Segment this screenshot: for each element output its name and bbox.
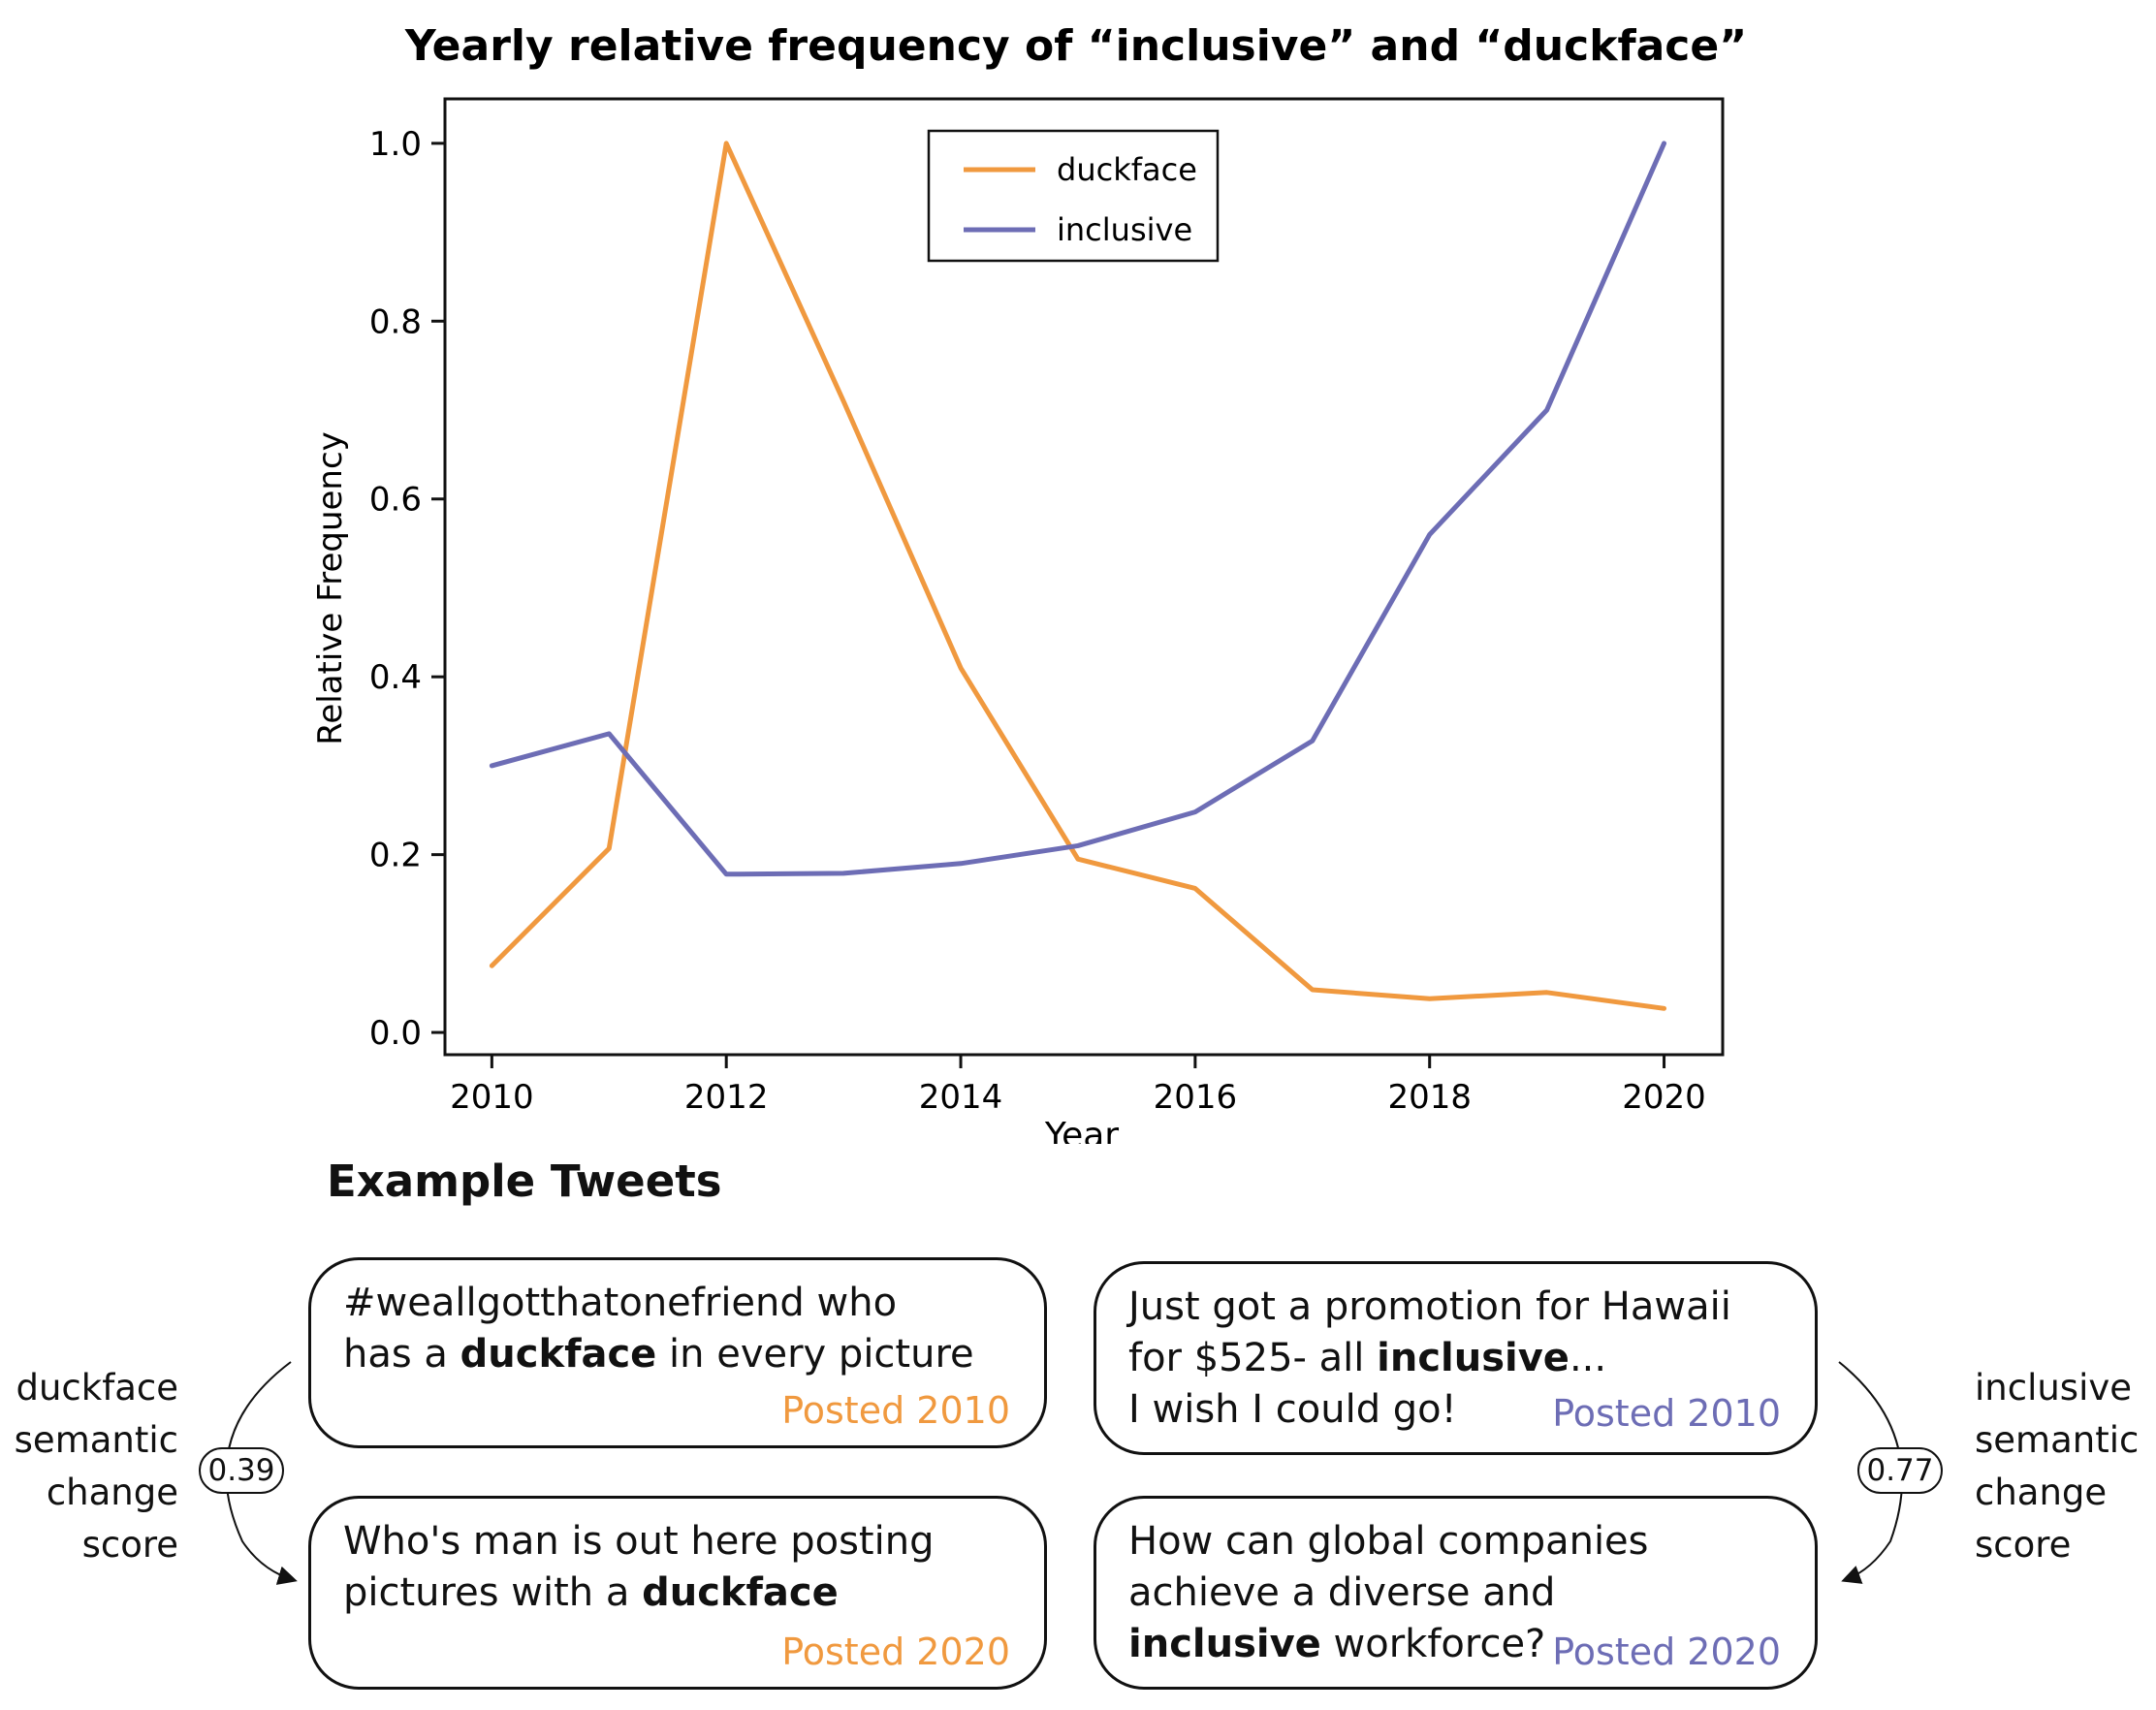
y-tick-label: 0.0 [369,1014,422,1053]
y-tick-label: 0.2 [369,837,422,875]
legend: duckface inclusive [927,129,1220,263]
x-tick-label: 2020 [1622,1078,1706,1117]
inclusive-arrow [1838,1361,1903,1584]
legend-box [927,129,1220,263]
posted-year: Posted 2020 [781,1631,1010,1673]
x-tick-label: 2012 [684,1078,769,1117]
series-lines [489,141,1667,1011]
x-tick-label: 2018 [1387,1078,1472,1117]
legend-label-inclusive: inclusive [1057,211,1192,248]
y-axis-ticks: 0.0 0.2 0.4 0.6 0.8 1.0 [369,125,445,1053]
y-tick-label: 0.8 [369,302,422,341]
posted-year: Posted 2010 [781,1389,1010,1432]
series-line-duckface [489,141,1667,1011]
x-tick-label: 2016 [1154,1078,1238,1117]
duckface-tweet-2010: #weallgotthatonefriend who has a duckfac… [308,1257,1047,1448]
chart-title: Yearly relative frequency of “inclusive”… [404,21,1747,71]
y-axis-label: Relative Frequency [311,431,350,745]
inclusive-score-badge: 0.77 [1857,1447,1943,1494]
inclusive-tweet-2010: Just got a promotion for Hawaii for $525… [1094,1261,1818,1455]
line-chart: Yearly relative frequency of “inclusive”… [311,21,1747,1144]
x-tick-label: 2010 [450,1078,534,1117]
example-tweets-title: Example Tweets [327,1156,722,1207]
x-tick-label: 2014 [919,1078,1003,1117]
y-tick-label: 0.6 [369,481,422,520]
duckface-tweet-2020: Who's man is out here posting pictures w… [308,1496,1047,1690]
y-tick-label: 1.0 [369,125,422,164]
series-line-inclusive [489,141,1667,877]
plot-frame [443,97,1725,1057]
x-axis-label: Year [1044,1116,1119,1144]
duckface-score-badge: 0.39 [199,1447,284,1494]
posted-year: Posted 2020 [1552,1631,1781,1673]
posted-year: Posted 2010 [1552,1392,1781,1435]
duckface-score-label: duckface semantic change score [14,1367,178,1566]
legend-label-duckface: duckface [1057,151,1197,188]
y-tick-label: 0.4 [369,658,422,697]
inclusive-score-label: inclusive semantic change score [1975,1367,2140,1566]
x-axis-ticks: 2010 2012 2014 2016 2018 2020 [450,1055,1706,1117]
duckface-arrow [225,1361,298,1585]
inclusive-tweet-2020: How can global companies achieve a diver… [1094,1496,1818,1690]
